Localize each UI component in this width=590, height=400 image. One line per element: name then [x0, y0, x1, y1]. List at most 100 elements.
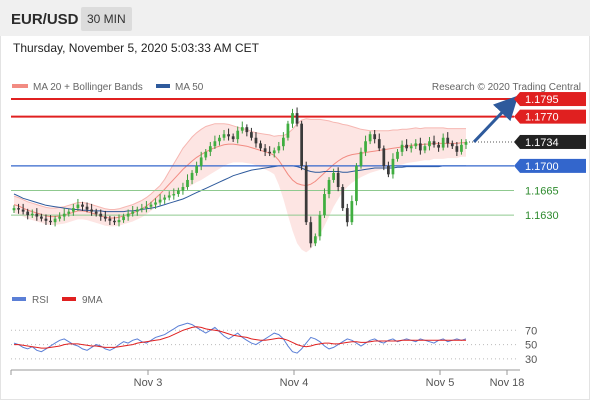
- candle-body: [99, 213, 103, 217]
- candle-body: [345, 208, 349, 223]
- x-tick-label: Nov 3: [134, 377, 163, 389]
- resistance-pointer: [514, 92, 520, 107]
- candle-body: [181, 187, 185, 191]
- rsi-line: [13, 322, 467, 354]
- resistance-label: 1.1770: [525, 112, 559, 124]
- candle-body: [108, 218, 112, 221]
- candle-body: [240, 127, 244, 131]
- candle-body: [268, 151, 272, 154]
- candle-body: [460, 144, 463, 152]
- candle-body: [163, 197, 167, 200]
- projection-arrow-line: [472, 95, 519, 143]
- candle-body: [414, 143, 418, 147]
- candle-body: [12, 208, 16, 211]
- candle-body: [218, 137, 221, 142]
- x-tick-label: Nov 4: [280, 377, 309, 389]
- candle-body: [35, 213, 39, 217]
- legend-ma50-label: MA 50: [175, 82, 204, 93]
- candle-body: [336, 172, 340, 187]
- candle-body: [432, 141, 436, 145]
- candle-body: [387, 165, 390, 175]
- candle-body: [364, 141, 367, 152]
- pivot-box: [520, 158, 586, 173]
- candle-body: [131, 211, 135, 214]
- legend-main: MA 20 + Bollinger Bands MA 50 Research ©…: [12, 82, 581, 93]
- legend-rsi: RSI 9MA: [12, 295, 103, 306]
- rsi-tick-labels: 70 50 30: [525, 325, 537, 366]
- resistance-box: [520, 109, 586, 124]
- candle-body: [464, 141, 468, 145]
- projection-arrow: [472, 95, 519, 143]
- bollinger-upper-line: [13, 118, 466, 210]
- candle-body: [21, 209, 25, 212]
- candle-body: [309, 222, 313, 244]
- candle-body: [76, 204, 80, 209]
- candle-body: [190, 172, 194, 180]
- level-labels: 1.1795 1.1770 1.1734 1.1700 1.1665 1.1630: [514, 92, 586, 222]
- support-label: 1.1665: [525, 186, 559, 198]
- legend-9ma-label: 9MA: [82, 295, 103, 306]
- candle-body: [71, 208, 75, 212]
- candle-body: [446, 137, 450, 144]
- candle-body: [227, 134, 230, 137]
- current-price-pointer: [514, 134, 520, 149]
- candle-body: [222, 134, 226, 138]
- legend-ma50-swatch: [156, 84, 170, 88]
- candle-body: [167, 195, 171, 198]
- candle-body: [263, 148, 267, 152]
- rsi-lines: [13, 322, 467, 354]
- candle-body: [158, 199, 162, 203]
- candle-body: [295, 113, 299, 124]
- legend-rsi-label: RSI: [32, 295, 49, 306]
- x-tick-label: Nov 18: [490, 377, 525, 389]
- candle-body: [400, 144, 404, 152]
- candle-body: [26, 211, 30, 216]
- ma20-line: [13, 142, 466, 219]
- legend-ma20-swatch: [12, 84, 28, 88]
- candle-body: [304, 165, 308, 223]
- candle-body: [195, 165, 198, 173]
- candle-body: [391, 158, 395, 175]
- rsi-tick-label: 30: [525, 354, 537, 366]
- candle-body: [368, 134, 372, 142]
- candle-body: [49, 220, 52, 223]
- candle-body: [272, 150, 276, 154]
- candle-body: [455, 146, 459, 152]
- candle-body: [103, 216, 107, 219]
- candle-body: [85, 206, 89, 210]
- candle-body: [327, 179, 331, 195]
- candle-body: [341, 187, 345, 209]
- level-lines: [11, 98, 514, 216]
- credit-text: Research © 2020 Trading Central: [432, 82, 581, 93]
- rsi-grid: [11, 329, 516, 360]
- resistance-box: [520, 92, 586, 107]
- candle-body: [245, 127, 249, 133]
- candle-body: [277, 146, 281, 151]
- candle-body: [437, 144, 440, 148]
- candle-body: [382, 148, 386, 166]
- candle-body: [58, 216, 62, 219]
- candle-body: [428, 141, 431, 147]
- candle-body: [126, 213, 130, 217]
- candle-body: [199, 157, 203, 166]
- candle-body: [441, 137, 445, 148]
- candle-body: [409, 146, 413, 149]
- candle-body: [250, 132, 253, 138]
- candle-body: [176, 190, 180, 195]
- pivot-pointer: [514, 158, 520, 173]
- candle-body: [172, 194, 176, 196]
- candle-body: [231, 136, 235, 140]
- current-price-box: [520, 134, 586, 149]
- candle-body: [423, 146, 427, 151]
- rsi-9ma-line: [14, 326, 466, 349]
- candle-body: [40, 216, 43, 219]
- pivot-label: 1.1700: [525, 161, 559, 173]
- ma50-line: [13, 165, 466, 213]
- candle-body: [122, 216, 125, 221]
- x-axis-ticks: Nov 3 Nov 4 Nov 5 Nov 18: [10, 370, 525, 389]
- timeframe-button[interactable]: 30 MIN: [81, 7, 132, 31]
- candle-body: [44, 218, 48, 221]
- candle-body: [286, 123, 290, 138]
- rsi-tick-label: 50: [525, 340, 537, 352]
- candle-body: [135, 209, 139, 212]
